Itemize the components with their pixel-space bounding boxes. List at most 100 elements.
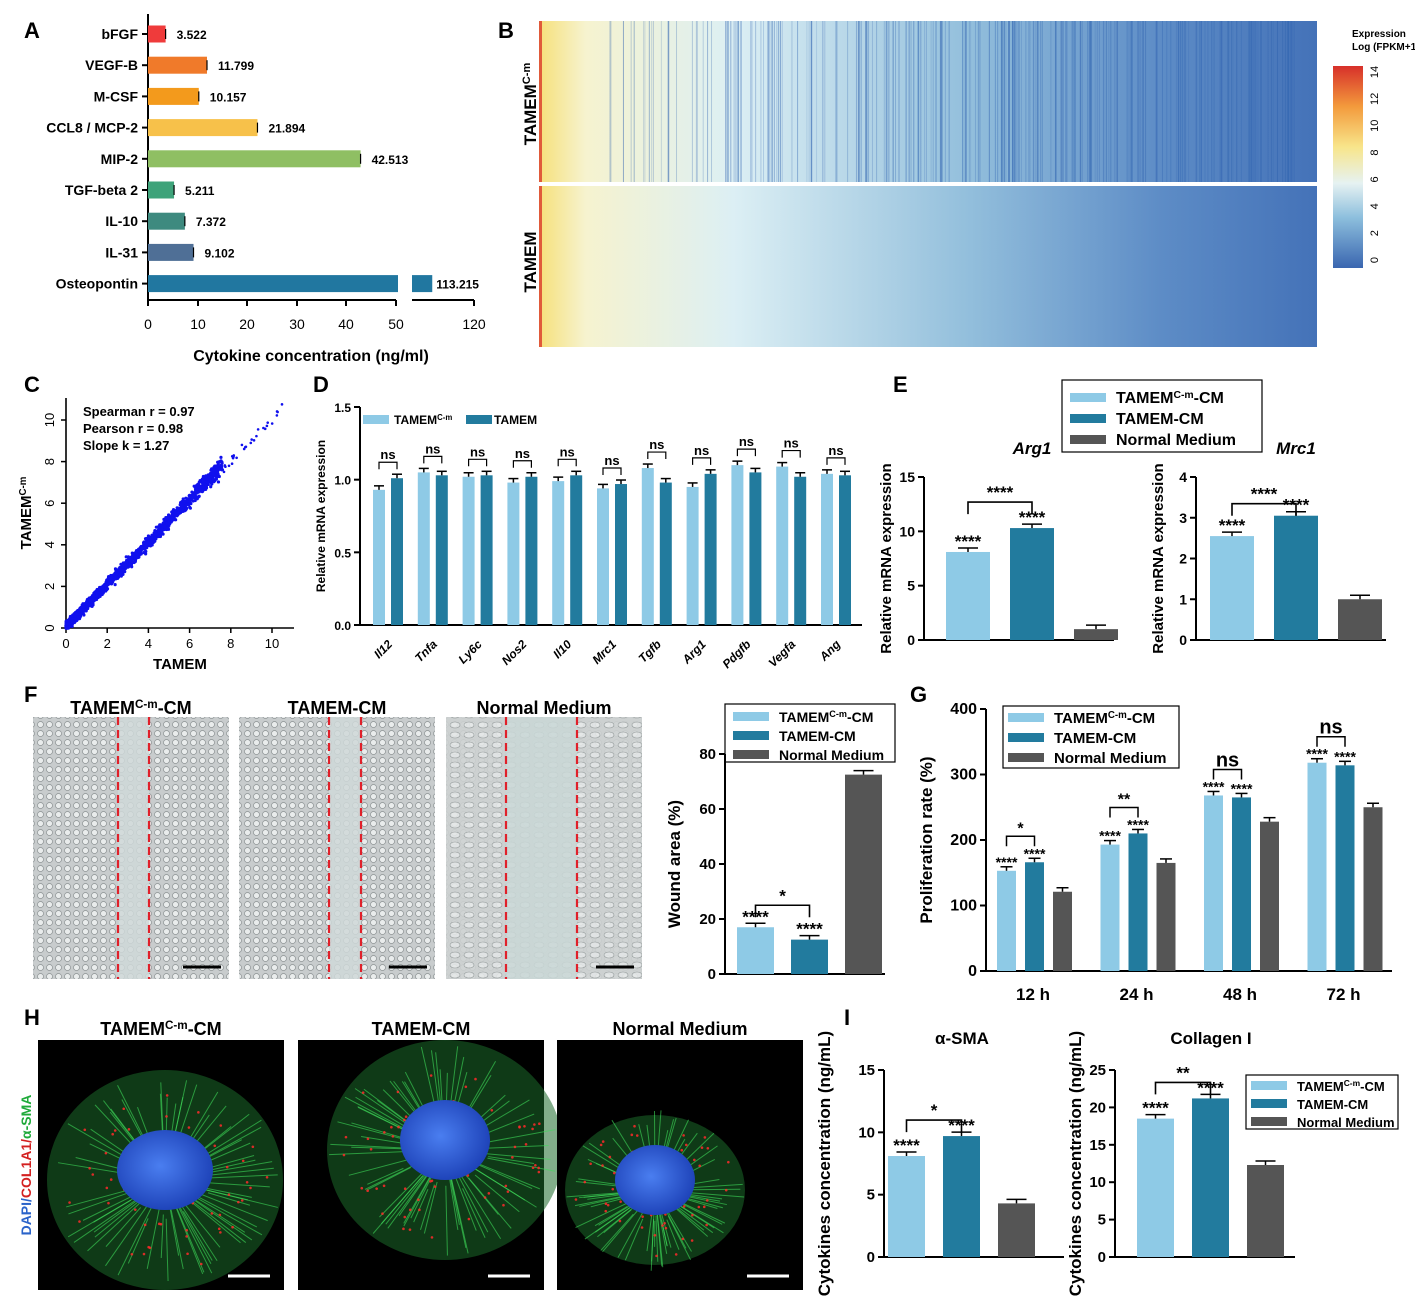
colorbar-tick: 0 — [1369, 257, 1381, 263]
heatmap-streak — [940, 21, 942, 182]
scatter-point — [101, 586, 105, 590]
heatmap-streak — [1102, 21, 1104, 182]
label-suffix: -CM — [158, 698, 192, 718]
y-tick-label: 10 — [42, 413, 57, 427]
bar — [839, 475, 851, 625]
heatmap-streak — [1137, 21, 1139, 182]
heatmap-streak — [1220, 21, 1222, 182]
stat-annotation: Slope k = 1.27 — [83, 438, 169, 453]
scatter-point — [195, 497, 199, 501]
heatmap-streak — [1250, 21, 1252, 182]
actin-fiber — [403, 1172, 433, 1224]
stat-annotation: Spearman r = 0.97 — [83, 404, 195, 419]
x-tick-label: 2 — [104, 636, 111, 651]
heatmap-streak — [948, 21, 950, 182]
heatmap-streak — [648, 21, 650, 182]
heatmap-streak — [940, 21, 942, 182]
actin-fiber — [462, 1188, 486, 1238]
scatter-point — [131, 553, 135, 557]
category-label: Osteopontin — [56, 276, 138, 292]
heatmap-streak — [1060, 21, 1062, 182]
scatter-point — [78, 608, 82, 612]
heatmap-streak — [1013, 21, 1015, 182]
significance-bracket — [602, 467, 622, 476]
legend-label: Normal Medium — [779, 747, 884, 763]
heatmap-streak — [1040, 21, 1042, 182]
x-tick-label: 0 — [144, 316, 152, 332]
significance-bracket — [1005, 835, 1036, 847]
bar — [845, 774, 882, 974]
actin-fiber — [658, 1209, 668, 1254]
heatmap-streak — [847, 21, 849, 182]
legend-swatch — [733, 750, 769, 759]
significance-bracket — [692, 457, 712, 465]
actin-fiber — [366, 1167, 411, 1191]
legend-label: TAMEMC-m-CM — [1116, 390, 1224, 408]
heatmap-streak — [781, 21, 783, 182]
heatmap-streak — [1089, 21, 1091, 182]
legend-label: TAMEM-CM — [1116, 411, 1204, 428]
scatter-point — [215, 471, 219, 475]
legend-swatch — [1251, 1081, 1287, 1090]
heatmap-streak — [763, 21, 765, 182]
col1a1-signal — [68, 1201, 71, 1204]
y-axis-label: Relative mRNA expression — [314, 440, 328, 592]
y-tick-label: 5 — [1098, 1212, 1106, 1229]
bar — [417, 472, 430, 625]
heatmap-streak — [771, 21, 773, 182]
y-axis-label: Relative mRNA expression — [878, 463, 895, 653]
bar — [1210, 536, 1254, 640]
y-axis-label: Relative mRNA expression — [1150, 463, 1167, 653]
heatmap-streak — [726, 21, 728, 182]
colorbar — [1333, 66, 1363, 268]
col1a1-signal — [83, 1128, 87, 1132]
col1a1-signal — [265, 1175, 269, 1179]
legend-swatch — [1251, 1099, 1287, 1108]
label-suffix: -CM — [1360, 1079, 1385, 1094]
bar — [1232, 797, 1251, 971]
scatter-point — [128, 562, 132, 566]
heatmap-streak — [1170, 21, 1172, 182]
scatter-point — [110, 575, 114, 579]
category-label: M-CSF — [94, 88, 139, 104]
heatmap-streak — [866, 21, 868, 182]
x-tick-label: 0 — [62, 636, 69, 651]
heatmap-streak — [1260, 21, 1262, 182]
heatmap-streak — [939, 21, 941, 182]
col1a1-signal — [601, 1164, 604, 1167]
heatmap-streak — [755, 21, 757, 182]
heatmap-streak — [892, 21, 894, 182]
col1a1-signal — [589, 1162, 592, 1166]
actin-fiber — [105, 1202, 150, 1267]
y-tick-label: 15 — [1089, 1137, 1106, 1154]
scatter-point — [160, 528, 164, 532]
scatter-point — [167, 515, 171, 519]
actin-fiber — [451, 1168, 477, 1231]
significance-label: ns — [604, 453, 619, 468]
bar — [943, 1136, 980, 1257]
heatmap-streak — [963, 21, 965, 182]
significance-label: * — [1017, 820, 1024, 837]
col1a1-signal — [608, 1155, 612, 1159]
col1a1-signal — [402, 1227, 405, 1231]
y-tick-label: 1 — [1179, 591, 1187, 607]
scatter-point — [227, 464, 231, 468]
scatter-point — [66, 619, 70, 623]
significance-bracket — [736, 448, 756, 457]
heatmap-streak — [919, 21, 921, 182]
scatter-point — [250, 438, 253, 441]
col1a1-signal — [537, 1166, 540, 1170]
y-tick-label: 400 — [950, 701, 977, 718]
heatmap-streak — [610, 21, 612, 182]
col1a1-signal — [218, 1213, 222, 1217]
legend-swatch — [1070, 414, 1106, 423]
bar-significance: **** — [1142, 1099, 1169, 1118]
heatmap-streak — [1074, 21, 1076, 182]
legend-label: TAMEM-CM — [779, 728, 856, 744]
actin-fiber — [367, 1167, 404, 1185]
scatter-point — [177, 506, 181, 511]
scatter-point — [167, 520, 172, 524]
heatmap-streak — [660, 21, 662, 182]
